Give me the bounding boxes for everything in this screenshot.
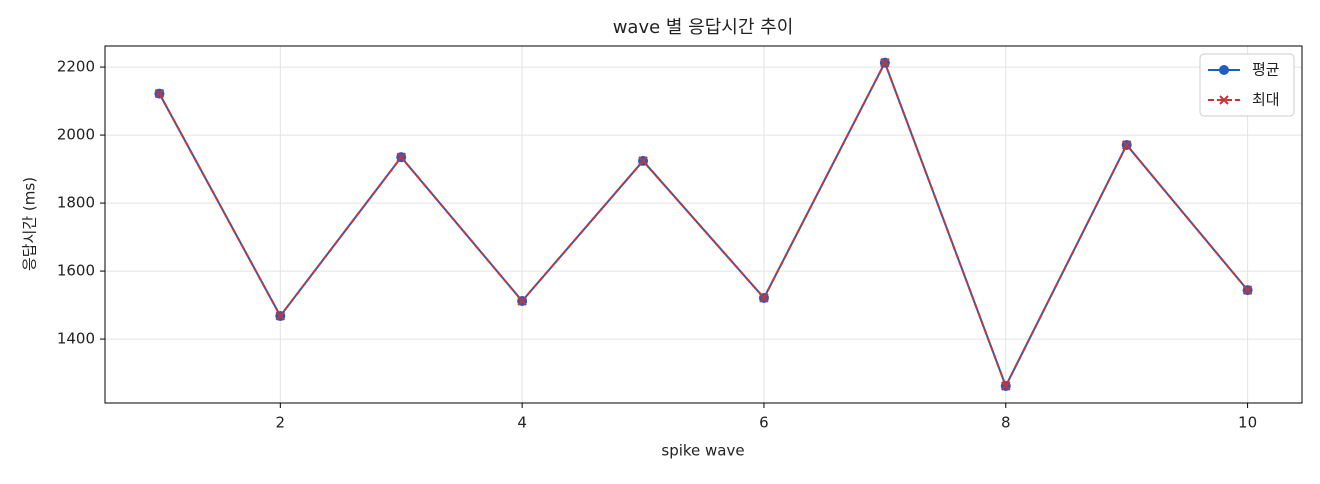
y-tick-label: 1600 xyxy=(57,262,95,280)
y-tick-label: 2000 xyxy=(57,126,95,144)
marker xyxy=(1001,381,1011,391)
y-tick-label: 1800 xyxy=(57,194,95,212)
x-tick-label: 4 xyxy=(517,414,527,432)
marker xyxy=(880,57,890,68)
y-axis-label: 응답시간 (ms) xyxy=(21,177,39,271)
legend-label: 최대 xyxy=(1252,91,1280,109)
y-tick-label: 1400 xyxy=(57,330,95,348)
x-tick-label: 6 xyxy=(759,414,769,432)
plot-frame xyxy=(104,45,1303,404)
marker xyxy=(638,156,648,166)
legend-label: 평균 xyxy=(1252,61,1280,79)
x-tick-label: 10 xyxy=(1238,414,1257,432)
marker xyxy=(275,311,286,321)
legend-marker xyxy=(1219,95,1229,105)
legend-box xyxy=(1199,53,1295,117)
x-tick-label: 8 xyxy=(1001,414,1011,432)
marker xyxy=(517,296,527,306)
y-tick-label: 2200 xyxy=(57,58,95,76)
x-axis-label: spike wave xyxy=(661,442,744,460)
marker xyxy=(1242,285,1253,295)
legend-marker xyxy=(1219,65,1229,75)
marker xyxy=(1121,140,1132,150)
series-line xyxy=(158,60,1249,389)
marker xyxy=(759,293,769,303)
x-tick-label: 2 xyxy=(276,414,286,432)
chart-title: wave 별 응답시간 추이 xyxy=(613,17,794,38)
marker xyxy=(154,88,165,99)
series-line xyxy=(158,60,1249,389)
marker xyxy=(396,152,406,162)
